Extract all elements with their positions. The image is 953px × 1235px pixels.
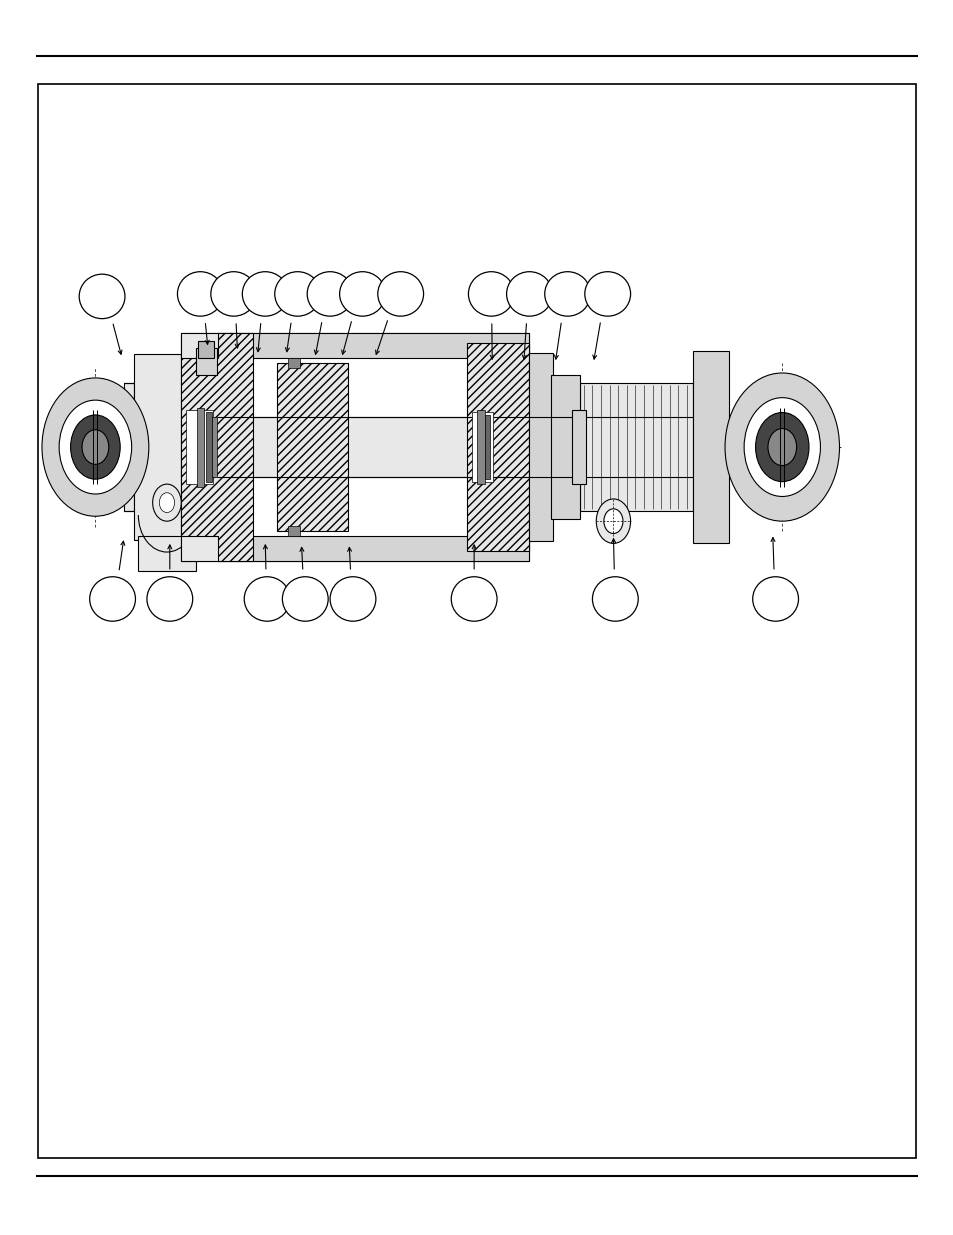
Bar bbox=[181, 333, 217, 358]
Ellipse shape bbox=[592, 577, 638, 621]
Bar bbox=[467, 343, 529, 551]
Bar bbox=[124, 383, 133, 511]
Bar bbox=[572, 410, 585, 484]
Ellipse shape bbox=[211, 272, 256, 316]
Bar bbox=[198, 341, 213, 358]
Bar bbox=[217, 333, 529, 358]
Bar bbox=[196, 408, 204, 487]
Bar bbox=[551, 375, 579, 519]
Circle shape bbox=[596, 499, 630, 543]
Bar bbox=[195, 348, 216, 375]
Circle shape bbox=[152, 484, 181, 521]
Ellipse shape bbox=[330, 577, 375, 621]
Circle shape bbox=[755, 412, 808, 482]
Bar bbox=[212, 417, 216, 477]
Ellipse shape bbox=[584, 272, 630, 316]
Ellipse shape bbox=[468, 272, 514, 316]
Ellipse shape bbox=[147, 577, 193, 621]
Ellipse shape bbox=[544, 272, 590, 316]
Ellipse shape bbox=[377, 272, 423, 316]
Circle shape bbox=[71, 415, 120, 479]
Ellipse shape bbox=[274, 272, 320, 316]
Circle shape bbox=[743, 398, 820, 496]
Circle shape bbox=[767, 429, 796, 466]
Bar bbox=[472, 412, 493, 482]
Bar bbox=[181, 333, 253, 561]
Bar bbox=[222, 358, 524, 536]
Ellipse shape bbox=[282, 577, 328, 621]
Bar bbox=[138, 536, 195, 571]
Ellipse shape bbox=[506, 272, 552, 316]
Bar bbox=[484, 415, 490, 479]
Circle shape bbox=[82, 430, 109, 464]
Bar bbox=[216, 417, 696, 477]
Bar bbox=[692, 351, 728, 543]
Ellipse shape bbox=[244, 577, 290, 621]
Bar bbox=[217, 333, 529, 561]
Bar bbox=[186, 410, 213, 484]
Bar bbox=[288, 358, 299, 368]
Bar bbox=[288, 526, 299, 536]
Circle shape bbox=[603, 509, 622, 534]
Bar bbox=[206, 412, 212, 482]
Circle shape bbox=[159, 493, 174, 513]
Bar bbox=[476, 410, 484, 484]
Circle shape bbox=[59, 400, 132, 494]
Bar bbox=[181, 536, 217, 561]
Circle shape bbox=[724, 373, 839, 521]
Ellipse shape bbox=[752, 577, 798, 621]
Circle shape bbox=[42, 378, 149, 516]
Ellipse shape bbox=[307, 272, 353, 316]
Bar bbox=[133, 354, 181, 540]
Bar bbox=[529, 353, 553, 541]
Bar bbox=[276, 363, 348, 531]
Ellipse shape bbox=[177, 272, 223, 316]
Ellipse shape bbox=[90, 577, 135, 621]
Ellipse shape bbox=[242, 272, 288, 316]
Ellipse shape bbox=[451, 577, 497, 621]
Bar bbox=[217, 536, 529, 561]
Ellipse shape bbox=[79, 274, 125, 319]
Bar bbox=[38, 84, 915, 1158]
Bar bbox=[579, 383, 692, 511]
Ellipse shape bbox=[339, 272, 385, 316]
